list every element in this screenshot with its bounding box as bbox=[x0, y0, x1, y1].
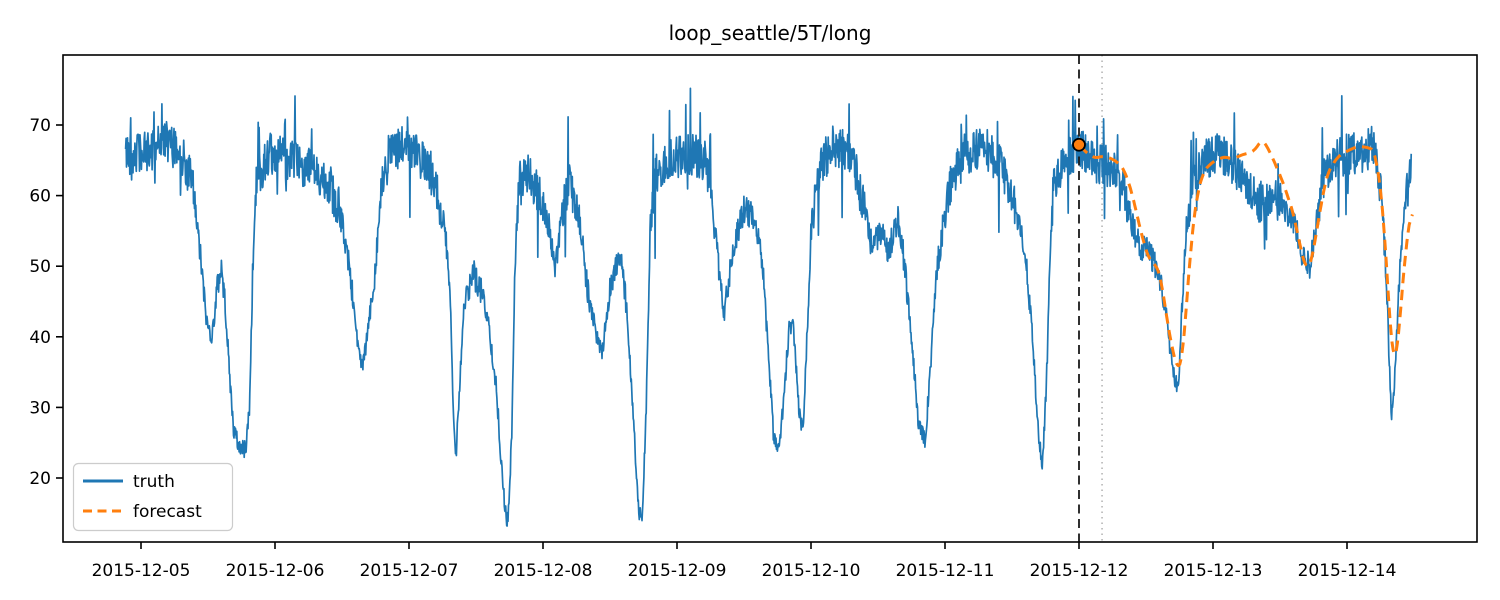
forecast-series-line bbox=[1078, 140, 1414, 368]
x-tick-label: 2015-12-11 bbox=[896, 561, 995, 581]
legend-truth-label: truth bbox=[133, 472, 175, 492]
x-tick-label: 2015-12-10 bbox=[762, 561, 861, 581]
y-tick-label: 40 bbox=[29, 328, 51, 348]
x-tick-label: 2015-12-14 bbox=[1298, 561, 1397, 581]
x-tick-label: 2015-12-13 bbox=[1164, 561, 1263, 581]
y-tick-label: 70 bbox=[29, 116, 51, 136]
x-tick-label: 2015-12-05 bbox=[92, 561, 191, 581]
x-tick-label: 2015-12-06 bbox=[226, 561, 325, 581]
legend-forecast-label: forecast bbox=[133, 502, 202, 522]
y-tick-label: 20 bbox=[29, 469, 51, 489]
forecast-start-marker bbox=[1072, 137, 1086, 152]
y-tick-label: 50 bbox=[29, 257, 51, 277]
y-tick-label: 30 bbox=[29, 398, 51, 418]
axes-spines bbox=[62, 54, 1478, 543]
y-tick-label: 60 bbox=[29, 187, 51, 207]
x-tick-label: 2015-12-08 bbox=[494, 561, 593, 581]
x-tick-label: 2015-12-07 bbox=[360, 561, 459, 581]
x-tick-label: 2015-12-12 bbox=[1030, 561, 1129, 581]
truth-series-line bbox=[124, 87, 1413, 527]
x-tick-label: 2015-12-09 bbox=[628, 561, 727, 581]
chart-title: loop_seattle/5T/long bbox=[669, 21, 872, 45]
legend: truth forecast bbox=[72, 462, 234, 532]
